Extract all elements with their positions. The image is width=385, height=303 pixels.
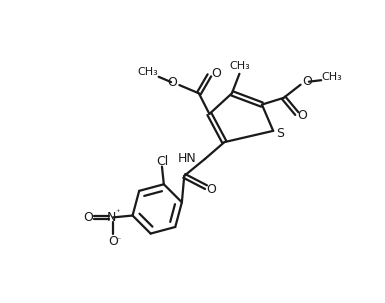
Text: O: O (207, 182, 217, 195)
Text: O: O (211, 67, 221, 80)
Text: HN: HN (178, 152, 197, 165)
Text: S: S (276, 127, 284, 140)
Text: O: O (108, 235, 118, 248)
Text: O: O (83, 211, 93, 224)
Text: O: O (302, 75, 312, 88)
Text: ⁺: ⁺ (116, 208, 120, 217)
Text: O: O (298, 109, 307, 122)
Text: ⁻: ⁻ (116, 235, 121, 245)
Text: CH₃: CH₃ (230, 61, 251, 71)
Text: N: N (107, 211, 116, 224)
Text: CH₃: CH₃ (321, 72, 342, 82)
Text: O: O (168, 75, 177, 88)
Text: CH₃: CH₃ (137, 67, 158, 77)
Text: Cl: Cl (156, 155, 168, 168)
